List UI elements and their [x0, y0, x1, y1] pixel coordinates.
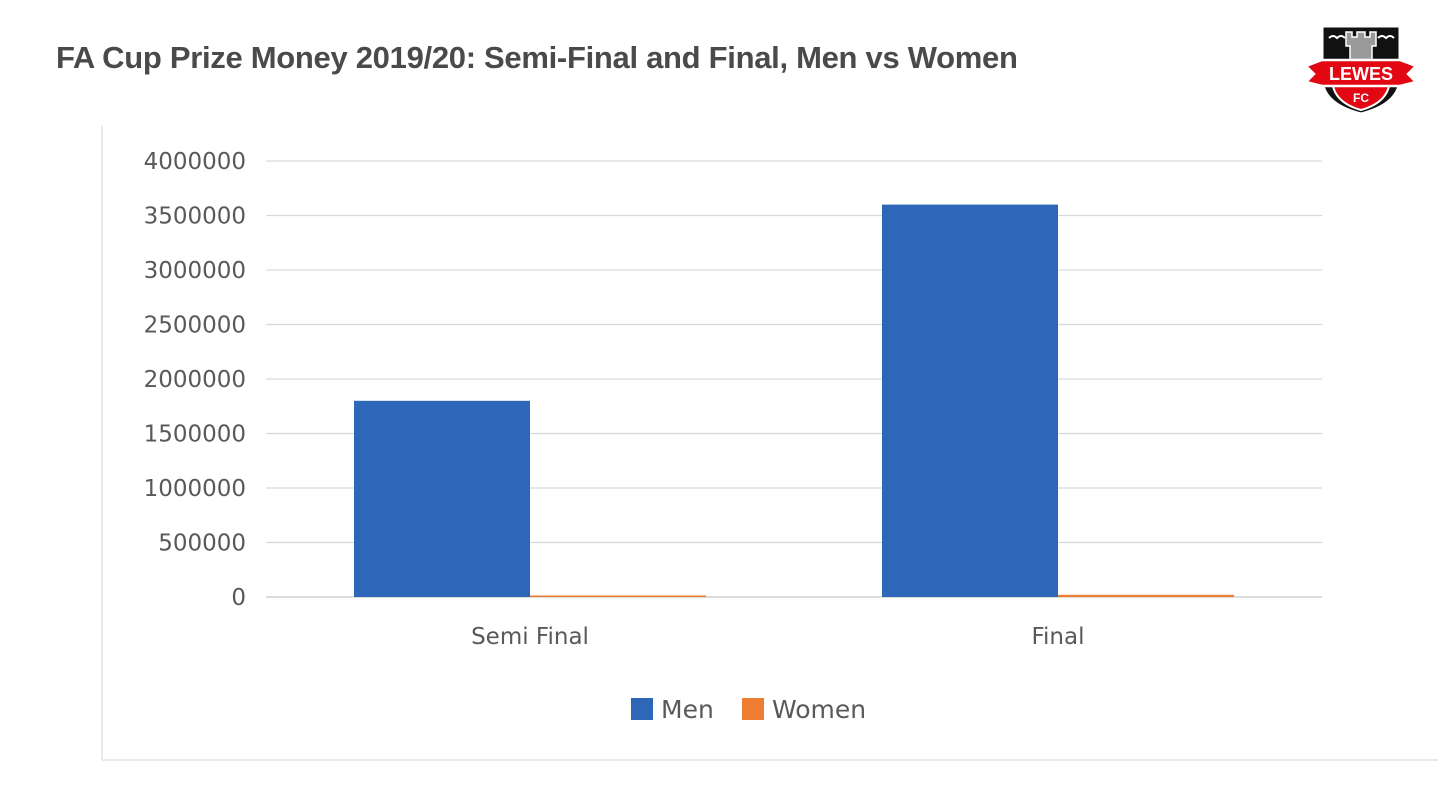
lewes-fc-logo: LEWES FC: [1303, 24, 1419, 116]
y-tick-label: 2500000: [144, 313, 246, 339]
y-axis-tick-labels: 0 500000 1000000 1500000 2000000 2500000 30000…: [144, 149, 246, 611]
y-tick-label: 3500000: [144, 204, 246, 230]
bar-men-final: [882, 204, 1058, 597]
legend-swatch-men: [631, 698, 653, 720]
bars: [354, 204, 1234, 597]
y-tick-label: 2000000: [144, 367, 246, 393]
legend-label-men: Men: [661, 695, 714, 724]
chart-frame: [101, 126, 1438, 761]
page-title: FA Cup Prize Money 2019/20: Semi-Final a…: [56, 40, 1018, 75]
y-tick-label: 1000000: [144, 476, 246, 502]
y-tick-label: 3000000: [144, 258, 246, 284]
y-tick-label: 4000000: [144, 149, 246, 175]
bird-icon: [1377, 35, 1395, 40]
y-tick-label: 1500000: [144, 422, 246, 448]
bar-men-semi-final: [354, 400, 530, 597]
y-tick-label: 0: [231, 585, 246, 611]
bird-icon: [1328, 35, 1346, 40]
logo-text-bottom: FC: [1353, 91, 1369, 105]
legend: Men Women: [631, 695, 866, 724]
bar-women-semi-final: [530, 595, 706, 597]
legend-swatch-women: [742, 698, 764, 720]
x-category-label: Semi Final: [471, 624, 589, 650]
x-axis-category-labels: Semi Final Final: [471, 624, 1084, 650]
logo-text-top: LEWES: [1329, 64, 1393, 84]
x-category-label: Final: [1031, 624, 1084, 650]
y-tick-label: 500000: [158, 531, 246, 557]
legend-label-women: Women: [772, 695, 866, 724]
logo-ribbon: [1303, 58, 1419, 88]
bar-women-final: [1058, 594, 1234, 597]
